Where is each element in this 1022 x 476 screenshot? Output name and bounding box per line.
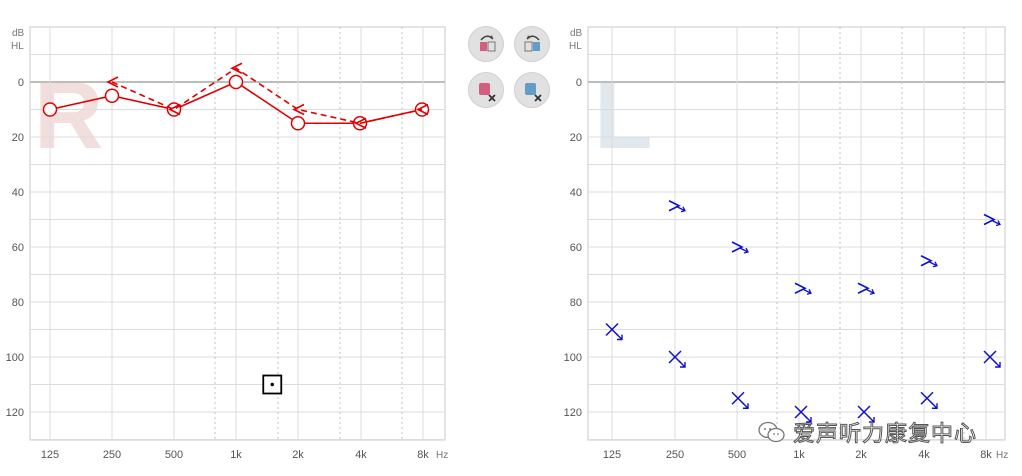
y-tick-label: 20 xyxy=(12,132,24,144)
data-point-circle xyxy=(228,74,244,90)
data-point-caret xyxy=(230,62,243,74)
caret-mark xyxy=(983,213,996,226)
watermark: 爱声听力康复中心 xyxy=(757,414,977,450)
x-tick-label: 125 xyxy=(603,449,621,461)
no-response-arrow xyxy=(615,333,623,341)
y-tick-label: 120 xyxy=(6,407,24,419)
y-unit-bottom: HL xyxy=(11,41,24,52)
series-boxed-dot xyxy=(262,374,283,395)
no-response-arrow xyxy=(930,401,938,409)
copy-right-to-left-button[interactable] xyxy=(468,26,504,62)
x-tick-label: 8k xyxy=(417,449,429,461)
y-tick-label: 60 xyxy=(570,242,582,254)
data-point-caret-nr xyxy=(857,282,875,295)
clear-right-button[interactable] xyxy=(468,72,504,108)
data-point-box-dot xyxy=(270,382,274,387)
no-response-arrow xyxy=(993,360,1001,368)
data-point-cross xyxy=(731,391,749,409)
data-point-caret xyxy=(292,103,305,116)
caret-mark xyxy=(857,282,870,294)
data-point-caret xyxy=(354,117,367,129)
y-tick-label: 20 xyxy=(570,132,582,144)
caret-mark xyxy=(794,282,807,294)
data-point-cross xyxy=(668,350,686,368)
x-tick-label: 1k xyxy=(230,449,242,461)
x-tick-label: 1k xyxy=(793,449,805,461)
y-unit-top: dB xyxy=(570,28,583,39)
data-point-circle xyxy=(42,102,58,117)
data-point-cross xyxy=(794,405,812,423)
data-point-cross xyxy=(857,405,875,423)
series-left-caret xyxy=(106,62,429,129)
no-response-arrow xyxy=(676,206,686,213)
y-tick-label: 120 xyxy=(564,407,582,419)
no-response-arrow xyxy=(867,415,875,423)
y-tick-label: 40 xyxy=(570,187,582,199)
x-tick-label: 500 xyxy=(728,449,746,461)
data-point-caret-nr xyxy=(920,255,938,268)
no-response-arrow xyxy=(739,247,749,254)
x-tick-label: 2k xyxy=(855,449,867,461)
y-tick-label: 100 xyxy=(6,352,24,364)
x-tick-label: 250 xyxy=(666,449,684,461)
y-tick-label: 80 xyxy=(570,297,582,309)
y-tick-label: 80 xyxy=(12,297,24,309)
data-point-caret xyxy=(168,103,181,116)
series-cross-no-response xyxy=(605,322,1001,423)
no-response-arrow xyxy=(928,261,938,268)
data-point-caret xyxy=(106,76,119,88)
x-tick-label: 8k xyxy=(980,449,992,461)
clear-left-icon xyxy=(525,83,542,102)
data-point-cross xyxy=(605,322,623,341)
ear-letter: L xyxy=(594,62,653,169)
data-point-circle xyxy=(104,88,120,103)
x-tick-label: 125 xyxy=(41,449,59,461)
copy-right-to-left-icon xyxy=(480,35,496,52)
copy-left-to-right-button[interactable] xyxy=(514,26,550,62)
no-response-arrow xyxy=(804,415,812,423)
data-point-caret-nr xyxy=(731,241,749,254)
ear-letter: R xyxy=(34,62,103,169)
audiogram-L: L0 20 40 60 80 100 120 125 250 500 1k 2k 4k 8k dB HL Hz xyxy=(564,26,1008,461)
no-response-arrow xyxy=(802,288,812,295)
wechat-icon xyxy=(758,421,785,443)
y-tick-label: 40 xyxy=(12,187,24,199)
data-point-cross xyxy=(920,391,938,409)
x-tick-label: 500 xyxy=(165,449,183,461)
y-tick-label: 100 xyxy=(564,352,582,364)
clear-right-icon xyxy=(479,83,496,102)
audiogram-R: R0 20 40 60 80 100 120 125 250 500 1k 2k 4k 8k dB HL Hz xyxy=(6,26,448,461)
clear-left-button[interactable] xyxy=(514,72,550,108)
y-tick-label: 60 xyxy=(12,242,24,254)
x-unit: Hz xyxy=(436,450,448,461)
data-point-caret-nr xyxy=(983,213,1001,227)
data-point-circle xyxy=(290,116,306,131)
x-unit: Hz xyxy=(996,450,1008,461)
y-unit-bottom: HL xyxy=(569,41,582,52)
no-response-arrow xyxy=(991,219,1001,227)
series-line xyxy=(111,67,423,125)
copy-left-to-right-icon xyxy=(524,35,540,52)
y-unit-top: dB xyxy=(12,28,25,39)
caret-mark xyxy=(920,255,933,267)
no-response-arrow xyxy=(741,401,749,409)
y-tick-label: 0 xyxy=(576,77,582,89)
data-point-caret-nr xyxy=(794,282,812,295)
y-tick-label: 0 xyxy=(18,77,24,89)
caret-mark xyxy=(731,241,744,253)
watermark-text: 爱声听力康复中心 xyxy=(792,422,978,448)
x-tick-label: 4k xyxy=(918,449,930,461)
series-caret-no-response xyxy=(668,200,1001,295)
data-point-cross xyxy=(983,350,1001,368)
data-point-caret xyxy=(416,103,429,116)
data-point-caret-nr xyxy=(668,200,686,213)
no-response-arrow xyxy=(865,288,875,295)
caret-mark xyxy=(668,200,681,212)
x-tick-label: 4k xyxy=(355,449,367,461)
x-tick-label: 250 xyxy=(103,449,121,461)
no-response-arrow xyxy=(678,360,686,368)
x-tick-label: 2k xyxy=(292,449,304,461)
